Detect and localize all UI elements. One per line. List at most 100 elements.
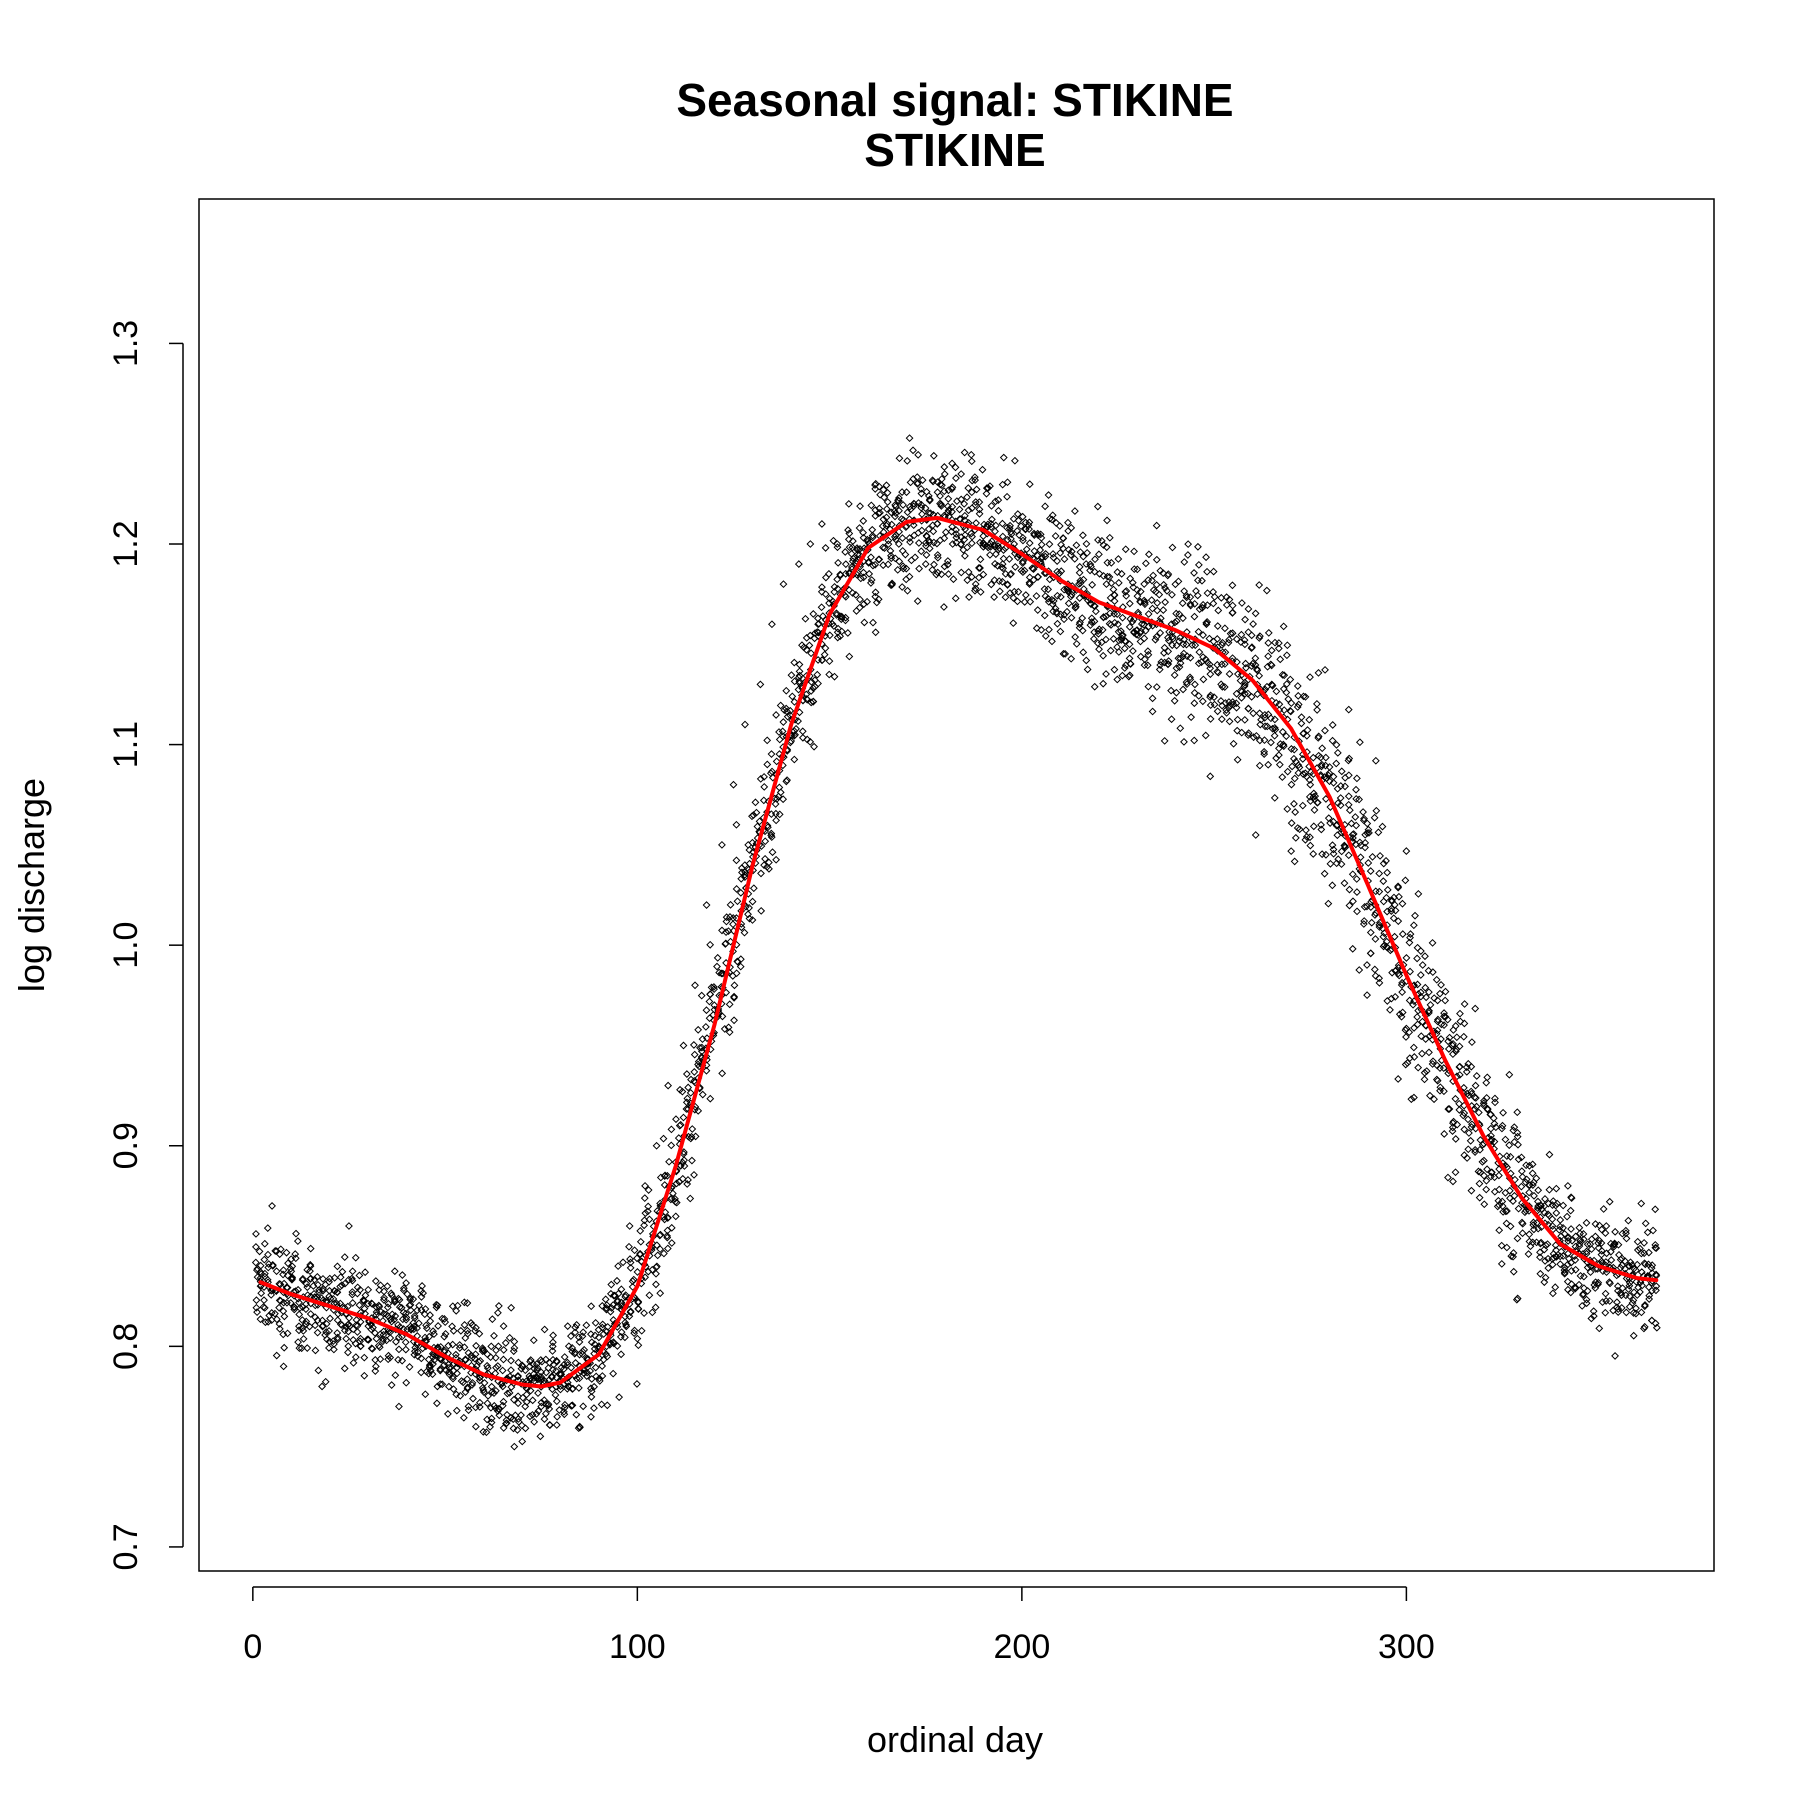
data-point bbox=[1378, 822, 1387, 831]
data-point bbox=[1518, 1172, 1527, 1181]
data-point bbox=[1621, 1265, 1630, 1273]
data-point bbox=[1241, 659, 1250, 668]
data-point bbox=[1110, 609, 1119, 618]
data-point bbox=[494, 1342, 503, 1351]
data-point bbox=[478, 1384, 487, 1392]
data-point bbox=[502, 1419, 510, 1428]
data-point bbox=[1336, 794, 1345, 802]
data-point bbox=[471, 1350, 480, 1359]
data-point bbox=[976, 564, 984, 572]
data-point bbox=[825, 657, 834, 666]
data-point bbox=[359, 1296, 368, 1304]
data-point bbox=[652, 1241, 661, 1250]
data-point bbox=[1121, 545, 1130, 554]
data-point bbox=[1401, 876, 1410, 885]
data-point bbox=[271, 1309, 279, 1318]
data-point bbox=[1426, 1000, 1435, 1009]
data-point bbox=[767, 829, 776, 838]
data-point bbox=[1405, 996, 1414, 1005]
data-point bbox=[1159, 606, 1168, 614]
data-point bbox=[440, 1315, 449, 1323]
data-point bbox=[924, 492, 933, 500]
data-point bbox=[1226, 629, 1235, 638]
data-point bbox=[952, 526, 960, 534]
data-point bbox=[979, 570, 988, 579]
data-point bbox=[1434, 1015, 1442, 1024]
data-point bbox=[1213, 635, 1222, 643]
data-point bbox=[1387, 904, 1396, 913]
data-points bbox=[251, 434, 1661, 1451]
data-point bbox=[568, 1344, 577, 1352]
data-point bbox=[587, 1338, 596, 1347]
data-point bbox=[1306, 780, 1315, 789]
data-point bbox=[1429, 1057, 1437, 1066]
data-point bbox=[297, 1344, 306, 1353]
data-point bbox=[292, 1229, 300, 1238]
data-point bbox=[1502, 1243, 1511, 1252]
data-point bbox=[709, 983, 718, 991]
data-point bbox=[778, 727, 787, 736]
data-point bbox=[636, 1226, 645, 1235]
data-point bbox=[1382, 942, 1391, 951]
data-point bbox=[722, 928, 730, 937]
data-point bbox=[559, 1407, 568, 1416]
data-point bbox=[1205, 634, 1214, 643]
data-point bbox=[967, 488, 976, 497]
data-point bbox=[1430, 1095, 1438, 1104]
data-point bbox=[1352, 875, 1361, 883]
data-point bbox=[1652, 1323, 1661, 1332]
data-point bbox=[783, 712, 792, 721]
data-point bbox=[1614, 1305, 1623, 1314]
data-point bbox=[1379, 859, 1388, 868]
data-point bbox=[1643, 1228, 1652, 1237]
data-point bbox=[1449, 1039, 1457, 1048]
data-point bbox=[1279, 622, 1288, 631]
data-point bbox=[271, 1247, 280, 1255]
data-point bbox=[1290, 799, 1298, 808]
data-point bbox=[379, 1309, 388, 1318]
data-point bbox=[1480, 1171, 1488, 1180]
data-point bbox=[665, 1157, 673, 1166]
data-point bbox=[855, 551, 864, 559]
data-point bbox=[1575, 1242, 1584, 1250]
data-point bbox=[429, 1327, 437, 1336]
data-point bbox=[1276, 655, 1285, 664]
data-point bbox=[1605, 1297, 1614, 1305]
data-point bbox=[1301, 692, 1310, 701]
data-point bbox=[1433, 1061, 1442, 1070]
data-point bbox=[1541, 1273, 1550, 1282]
data-point bbox=[686, 1194, 695, 1203]
data-point bbox=[1621, 1257, 1629, 1265]
data-point bbox=[1593, 1280, 1602, 1289]
data-point bbox=[1113, 610, 1122, 618]
data-point bbox=[998, 532, 1007, 541]
data-point bbox=[1559, 1223, 1567, 1232]
data-point bbox=[1587, 1245, 1596, 1254]
data-point bbox=[961, 531, 970, 539]
data-point bbox=[1076, 576, 1085, 585]
data-point bbox=[487, 1342, 496, 1351]
data-point bbox=[571, 1323, 580, 1332]
data-point bbox=[1614, 1308, 1623, 1316]
data-point bbox=[348, 1288, 357, 1296]
data-point bbox=[1049, 597, 1058, 605]
data-point bbox=[345, 1314, 354, 1322]
data-point bbox=[1182, 591, 1191, 600]
data-point bbox=[867, 553, 875, 562]
data-point bbox=[899, 564, 908, 573]
data-point bbox=[402, 1315, 411, 1324]
data-point bbox=[343, 1302, 352, 1311]
data-point bbox=[851, 590, 860, 599]
data-point bbox=[1448, 1041, 1457, 1050]
data-point bbox=[601, 1295, 610, 1304]
data-point bbox=[1499, 1207, 1508, 1216]
data-point bbox=[899, 562, 907, 571]
data-point bbox=[1536, 1239, 1545, 1248]
data-point bbox=[617, 1350, 626, 1359]
data-point bbox=[975, 564, 983, 572]
data-point bbox=[1180, 737, 1188, 746]
data-point bbox=[1152, 580, 1161, 589]
data-point bbox=[1299, 770, 1308, 778]
data-point bbox=[483, 1361, 492, 1370]
data-point bbox=[334, 1309, 343, 1318]
